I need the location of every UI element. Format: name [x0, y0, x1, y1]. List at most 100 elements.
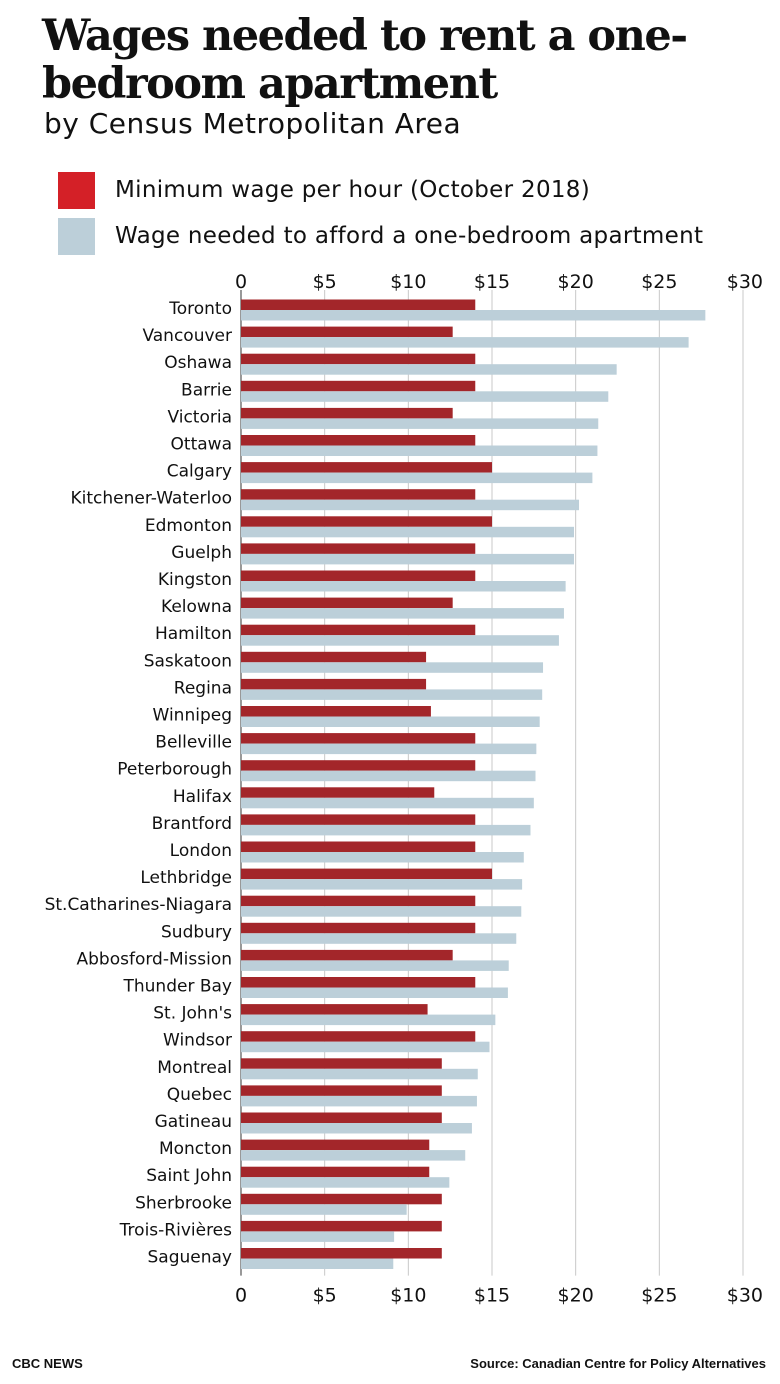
x-tick-label-bottom: $30 — [727, 1285, 763, 1307]
category-label: Regina — [174, 678, 232, 698]
bar-minimum-wage — [241, 949, 453, 961]
x-tick-label-top: $5 — [313, 271, 337, 293]
bar-minimum-wage — [241, 543, 476, 554]
bar-minimum-wage — [241, 868, 492, 880]
bar-minimum-wage — [241, 760, 476, 771]
category-label: Victoria — [167, 407, 232, 427]
category-label: London — [170, 841, 232, 861]
bar-wage-needed — [241, 933, 517, 944]
bar-wage-needed — [241, 770, 536, 782]
bar-minimum-wage — [241, 570, 476, 581]
x-tick-label-top: $20 — [558, 271, 594, 293]
bar-wage-needed — [241, 824, 531, 836]
bar-wage-needed — [241, 1231, 395, 1242]
x-tick-label-top: 0 — [235, 271, 247, 293]
chart-subtitle: by Census Metropolitan Area — [44, 107, 462, 140]
footer-source: Source: Canadian Centre for Policy Alter… — [470, 1356, 766, 1371]
bar-wage-needed — [241, 1095, 477, 1107]
category-label: Trois-Rivières — [119, 1220, 232, 1240]
category-label: Peterborough — [117, 760, 232, 780]
bar-minimum-wage — [241, 1112, 442, 1123]
category-label: Kelowna — [161, 597, 232, 617]
bar-wage-needed — [241, 418, 599, 429]
bar-minimum-wage — [241, 489, 476, 500]
bar-minimum-wage — [241, 1085, 442, 1096]
category-label: Thunder Bay — [123, 977, 233, 997]
bar-minimum-wage — [241, 462, 492, 473]
category-label: Gatineau — [155, 1112, 232, 1132]
x-tick-label-bottom: $15 — [474, 1285, 510, 1307]
bar-minimum-wage — [241, 977, 476, 988]
bar-wage-needed — [241, 391, 609, 402]
bar-wage-needed — [241, 608, 564, 619]
x-tick-label-bottom: $5 — [313, 1285, 337, 1307]
category-label: Lethbridge — [140, 868, 232, 888]
bar-wage-needed — [241, 1258, 394, 1269]
bar-minimum-wage — [241, 678, 427, 690]
category-label: Toronto — [168, 299, 232, 319]
legend-swatch-wage-needed — [58, 217, 95, 255]
bar-wage-needed — [241, 581, 566, 592]
bar-minimum-wage — [241, 326, 453, 338]
footer-credit: CBC NEWS — [12, 1356, 83, 1371]
bar-wage-needed — [241, 1068, 478, 1080]
x-tick-label-top: $30 — [727, 271, 763, 293]
legend-item-minimum-wage: Minimum wage per hour (October 2018) — [58, 170, 703, 210]
bar-wage-needed — [241, 445, 598, 456]
chart-title: Wages needed to rent a one-bedroom apart… — [42, 11, 688, 109]
x-tick-label-top: $25 — [641, 271, 677, 293]
category-label: Kitchener-Waterloo — [71, 489, 232, 509]
x-tick-label-top: $15 — [474, 271, 510, 293]
bar-wage-needed — [241, 716, 540, 727]
bar-minimum-wage — [241, 597, 453, 609]
bar-wage-needed — [241, 689, 543, 700]
category-label: Edmonton — [145, 516, 232, 536]
category-label: Oshawa — [164, 353, 232, 373]
bar-minimum-wage — [241, 1193, 442, 1205]
bar-wage-needed — [241, 1177, 450, 1188]
bar-minimum-wage — [241, 1058, 442, 1069]
bar-wage-needed — [241, 553, 574, 565]
bar-minimum-wage — [241, 1166, 430, 1178]
bar-minimum-wage — [241, 1031, 476, 1042]
bar-wage-needed — [241, 852, 524, 863]
x-tick-label-top: $10 — [390, 271, 426, 293]
bar-wage-needed — [241, 960, 509, 971]
bar-wage-needed — [241, 879, 523, 890]
bar-wage-needed — [241, 635, 559, 646]
category-label: Belleville — [155, 733, 232, 753]
bar-minimum-wage — [241, 624, 476, 636]
bar-wage-needed — [241, 906, 522, 917]
bar-wage-needed — [241, 662, 544, 673]
bar-wage-needed — [241, 743, 537, 755]
bar-minimum-wage — [241, 380, 476, 392]
legend-swatch-minimum-wage — [58, 171, 95, 209]
x-tick-label-bottom: $10 — [390, 1285, 426, 1307]
bar-wage-needed — [241, 499, 580, 511]
category-label: Hamilton — [155, 624, 232, 644]
bar-minimum-wage — [241, 814, 476, 825]
bar-minimum-wage — [241, 353, 476, 365]
bar-minimum-wage — [241, 435, 476, 446]
category-label: Moncton — [159, 1139, 232, 1159]
category-label: Saint John — [146, 1166, 232, 1186]
bar-minimum-wage — [241, 299, 476, 310]
bar-minimum-wage — [241, 516, 492, 527]
category-label: Calgary — [167, 462, 232, 482]
category-label: Sudbury — [161, 922, 232, 942]
bar-wage-needed — [241, 1150, 466, 1161]
x-tick-label-bottom: $25 — [641, 1285, 677, 1307]
bar-chart: 0 0 $5 $5 $10 $10 $15 $15 $20 $20 $25 $25 $30 $30 Toro… — [45, 271, 763, 1307]
category-label: Sherbrooke — [135, 1193, 232, 1213]
bar-minimum-wage — [241, 841, 476, 852]
legend-label-minimum-wage: Minimum wage per hour (October 2018) — [115, 177, 591, 203]
category-label: Winnipeg — [153, 706, 232, 726]
category-label: Vancouver — [142, 326, 232, 346]
bar-wage-needed — [241, 1014, 496, 1026]
category-label: Barrie — [181, 380, 232, 400]
bar-wage-needed — [241, 1041, 490, 1053]
bar-minimum-wage — [241, 895, 476, 907]
bar-minimum-wage — [241, 922, 476, 934]
category-label: Halifax — [173, 787, 232, 807]
category-label: Quebec — [167, 1085, 232, 1105]
